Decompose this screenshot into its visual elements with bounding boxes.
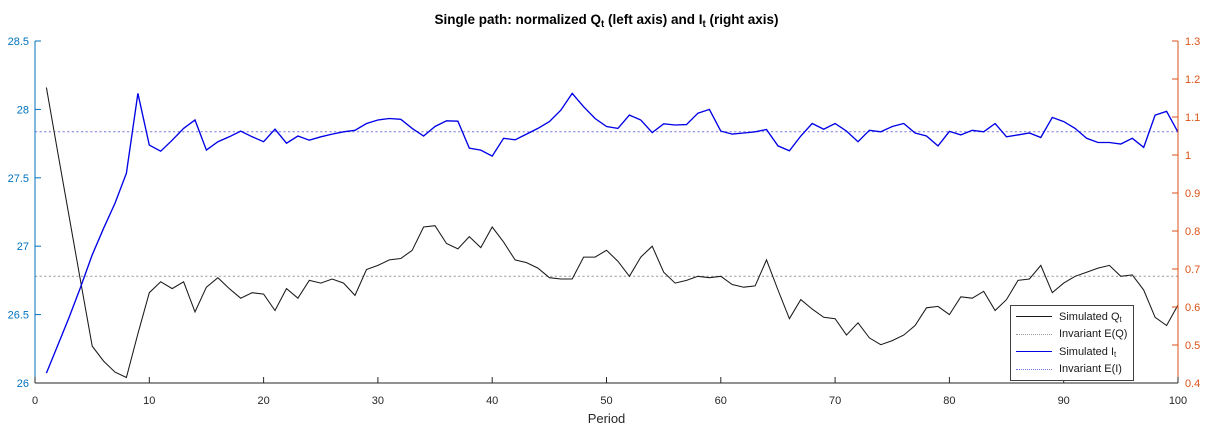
right-axis-tick-label: 0.7 xyxy=(1185,264,1200,276)
x-axis-tick-label: 10 xyxy=(143,395,155,407)
legend: Simulated Qt Invariant E(Q) Simulated It In… xyxy=(1010,305,1134,381)
x-axis-tick-label: 70 xyxy=(829,395,841,407)
simulated-i-legend-label: Simulated It xyxy=(1059,345,1117,359)
legend-entry-simulated-q: Simulated Qt xyxy=(1011,308,1133,325)
invariant-ei-legend-label: Invariant E(I) xyxy=(1059,363,1122,376)
simulated-q-legend-label: Simulated Qt xyxy=(1059,310,1122,324)
simulated-i-line xyxy=(45,92,1179,374)
right-axis-tick-label: 1.3 xyxy=(1185,36,1200,48)
x-axis-tick-label: 90 xyxy=(1058,395,1070,407)
x-axis-tick-label: 80 xyxy=(943,395,955,407)
left-axis-tick-label: 28.5 xyxy=(8,36,29,48)
invariant-eq-legend-label: Invariant E(Q) xyxy=(1059,328,1128,341)
x-axis-label: Period xyxy=(587,411,626,426)
plot-title: Single path: normalized Qt (left axis) a… xyxy=(434,12,779,30)
left-axis-tick-label: 26 xyxy=(17,378,29,390)
right-axis-tick-label: 0.4 xyxy=(1185,378,1200,390)
x-axis-tick-label: 100 xyxy=(1169,395,1187,407)
left-axis-tick-label: 27 xyxy=(17,241,29,253)
invariant-ei-legend-sample xyxy=(1016,368,1052,370)
x-axis-tick-label: 40 xyxy=(486,395,498,407)
right-axis-tick-label: 0.8 xyxy=(1185,226,1200,238)
legend-entry-invariant-ei: Invariant E(I) xyxy=(1011,361,1133,378)
simulated-q-legend-sample xyxy=(1016,316,1052,318)
x-axis-tick-label: 0 xyxy=(32,395,38,407)
right-axis-tick-label: 1.1 xyxy=(1185,112,1200,124)
x-axis-tick-label: 60 xyxy=(715,395,727,407)
legend-entry-invariant-eq: Invariant E(Q) xyxy=(1011,326,1133,343)
right-axis-tick-label: 1.2 xyxy=(1185,74,1200,86)
right-axis-tick-label: 0.6 xyxy=(1185,302,1200,314)
x-axis-tick-label: 30 xyxy=(372,395,384,407)
left-axis-tick-label: 28 xyxy=(17,104,29,116)
right-axis-tick-label: 0.9 xyxy=(1185,188,1200,200)
left-axis-tick-label: 27.5 xyxy=(8,173,29,185)
left-axis-tick-label: 26.5 xyxy=(8,310,29,322)
right-axis-tick-label: 1 xyxy=(1185,150,1191,162)
right-axis-tick-label: 0.5 xyxy=(1185,340,1200,352)
x-axis-tick-label: 20 xyxy=(257,395,269,407)
invariant-eq-legend-sample xyxy=(1016,333,1052,335)
legend-entry-simulated-i: Simulated It xyxy=(1011,343,1133,360)
simulated-i-legend-sample xyxy=(1016,351,1052,353)
x-axis-tick-label: 50 xyxy=(600,395,612,407)
simulated-q-line xyxy=(45,87,1179,379)
